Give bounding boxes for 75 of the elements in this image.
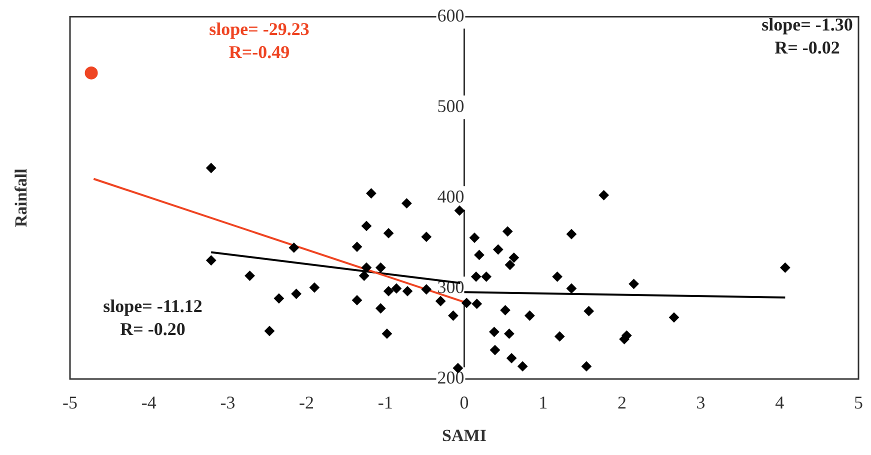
x-tick-label: 2 (617, 392, 626, 413)
point (361, 262, 372, 273)
point (376, 262, 386, 273)
point (264, 326, 274, 336)
point (481, 272, 492, 282)
point (448, 310, 458, 321)
x-tick-label: 5 (854, 392, 863, 413)
point (502, 226, 513, 236)
point (384, 286, 394, 296)
point (490, 345, 500, 356)
x-tick-label: -3 (220, 392, 236, 413)
point (504, 260, 515, 270)
point (291, 288, 302, 299)
x-tick-label: -4 (141, 392, 156, 413)
point (628, 278, 639, 289)
point (352, 295, 362, 306)
x-tick-label: 4 (775, 392, 784, 413)
point (359, 270, 370, 281)
point (309, 282, 320, 293)
annotation: slope= -11.12 R= -0.20 (103, 296, 202, 340)
point (244, 270, 255, 281)
x-tick-label: -5 (62, 392, 78, 413)
point (421, 232, 432, 242)
point (288, 242, 299, 253)
point (454, 206, 465, 216)
point (382, 328, 392, 339)
point (84, 66, 98, 80)
point (376, 303, 386, 314)
point (508, 252, 519, 263)
point (402, 286, 412, 296)
point (552, 272, 562, 282)
point (566, 229, 576, 240)
annotation: slope= -1.30 R= -0.02 (762, 14, 853, 58)
point (470, 232, 480, 243)
point (504, 328, 514, 339)
point (206, 163, 216, 174)
point (352, 242, 362, 252)
point (391, 283, 402, 294)
x-tick-label: -2 (299, 392, 314, 413)
point (471, 272, 482, 282)
point (780, 262, 790, 273)
y-tick-label: 500 (437, 96, 464, 116)
point (472, 298, 482, 309)
x-tick-label: 0 (460, 392, 469, 413)
point (500, 305, 510, 316)
point (474, 250, 484, 260)
point (206, 255, 216, 266)
point (581, 361, 592, 372)
point (402, 198, 412, 208)
point (421, 284, 432, 294)
point (566, 283, 576, 294)
point (462, 298, 472, 308)
y-tick-label: 200 (437, 368, 464, 388)
point (668, 312, 679, 322)
point (489, 326, 500, 337)
x-axis-title: SAMI (442, 426, 487, 446)
point (493, 244, 504, 255)
x-tick-label: 3 (696, 392, 706, 413)
point (436, 296, 446, 306)
point (554, 331, 565, 342)
point (361, 220, 372, 231)
point (524, 310, 535, 321)
point (598, 190, 609, 200)
point (274, 293, 284, 304)
point (506, 353, 517, 364)
x-tick-label: -1 (378, 392, 393, 413)
point (366, 188, 376, 198)
x-tick-label: 1 (538, 392, 548, 413)
y-tick-label: 600 (437, 6, 464, 26)
y-tick-label: 400 (437, 186, 464, 207)
annotation: slope= -29.23 R=-0.49 (209, 19, 310, 62)
point (384, 228, 394, 238)
point (584, 306, 594, 316)
point (518, 361, 528, 372)
y-axis-title: Rainfall (11, 168, 30, 228)
